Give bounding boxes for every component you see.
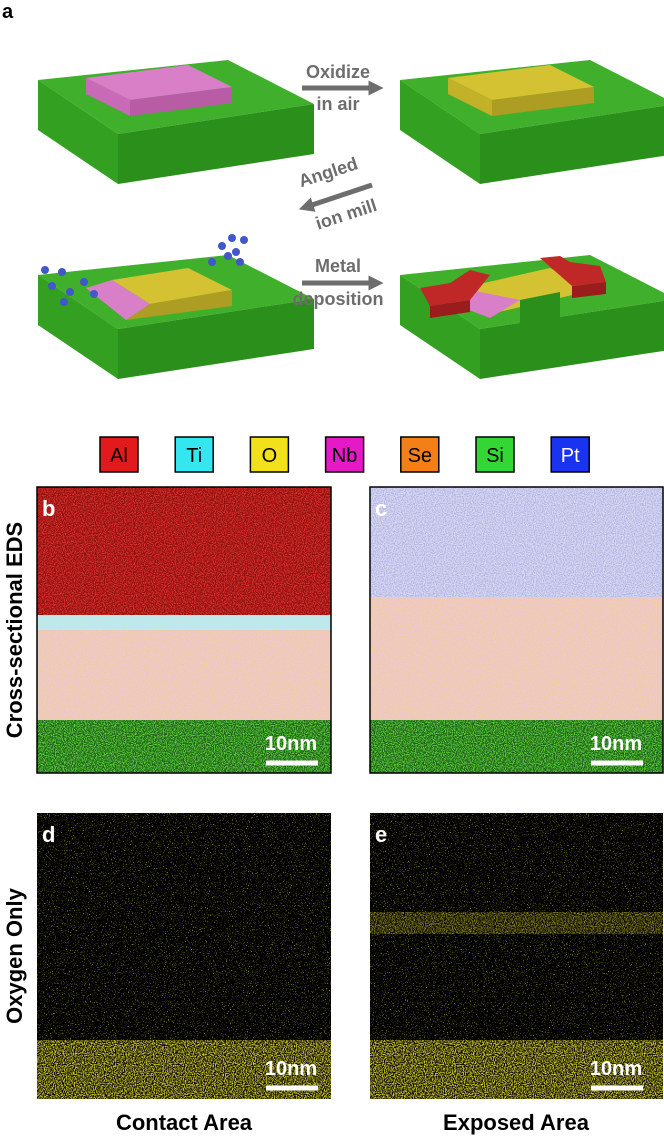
- eds-map: [36, 486, 332, 774]
- ions: [41, 234, 248, 306]
- legend: Al Ti O Nb Se Si Pt: [99, 436, 590, 473]
- legend-swatch: [324, 436, 365, 473]
- scale-bar: [266, 760, 643, 1091]
- column-label: Contact Area: [116, 1110, 253, 1135]
- device: [420, 256, 606, 348]
- arrow: [298, 182, 373, 212]
- legend-swatch: [400, 436, 440, 473]
- legend-label: Nb: [332, 445, 358, 467]
- oxygen-map: [370, 813, 663, 1099]
- oxide-block: [448, 65, 594, 116]
- panel-label: b: [42, 496, 55, 521]
- legend-label: Al: [110, 445, 128, 467]
- legend-label: O: [262, 445, 278, 467]
- legend-swatch: [475, 436, 515, 473]
- legend-label: Pt: [561, 445, 580, 467]
- scale-bar-label: 10nm: [265, 1058, 317, 1080]
- scale-bar-label: 10nm: [590, 733, 642, 755]
- milled-block: [86, 268, 232, 320]
- scale-bar-label: 10nm: [265, 733, 317, 755]
- panel-label: a: [2, 1, 14, 23]
- legend-swatch: [550, 436, 590, 473]
- row-label: Oxygen Only: [2, 887, 27, 1023]
- step-label: deposition: [293, 289, 384, 309]
- legend-swatch: [249, 436, 290, 473]
- nb-block: [86, 65, 232, 116]
- legend-label: Ti: [186, 445, 202, 467]
- legend-swatch: [174, 436, 214, 473]
- step-label: Oxidize: [306, 62, 370, 82]
- oxygen-map: [37, 813, 331, 1099]
- legend-label: Si: [486, 445, 504, 467]
- step-label: Angled: [296, 153, 360, 191]
- scale-bar-label: 10nm: [590, 1058, 642, 1080]
- step-label: Metal: [315, 256, 361, 276]
- legend-label: Se: [408, 445, 432, 467]
- eds-map: [369, 486, 664, 774]
- row-label: Cross-sectional EDS: [2, 522, 27, 738]
- legend-swatch: [99, 436, 139, 473]
- panel-label: c: [375, 496, 387, 521]
- column-label: Exposed Area: [443, 1110, 590, 1135]
- panel-label: d: [42, 822, 55, 847]
- panel-label: e: [375, 822, 387, 847]
- step-label: in air: [316, 94, 359, 114]
